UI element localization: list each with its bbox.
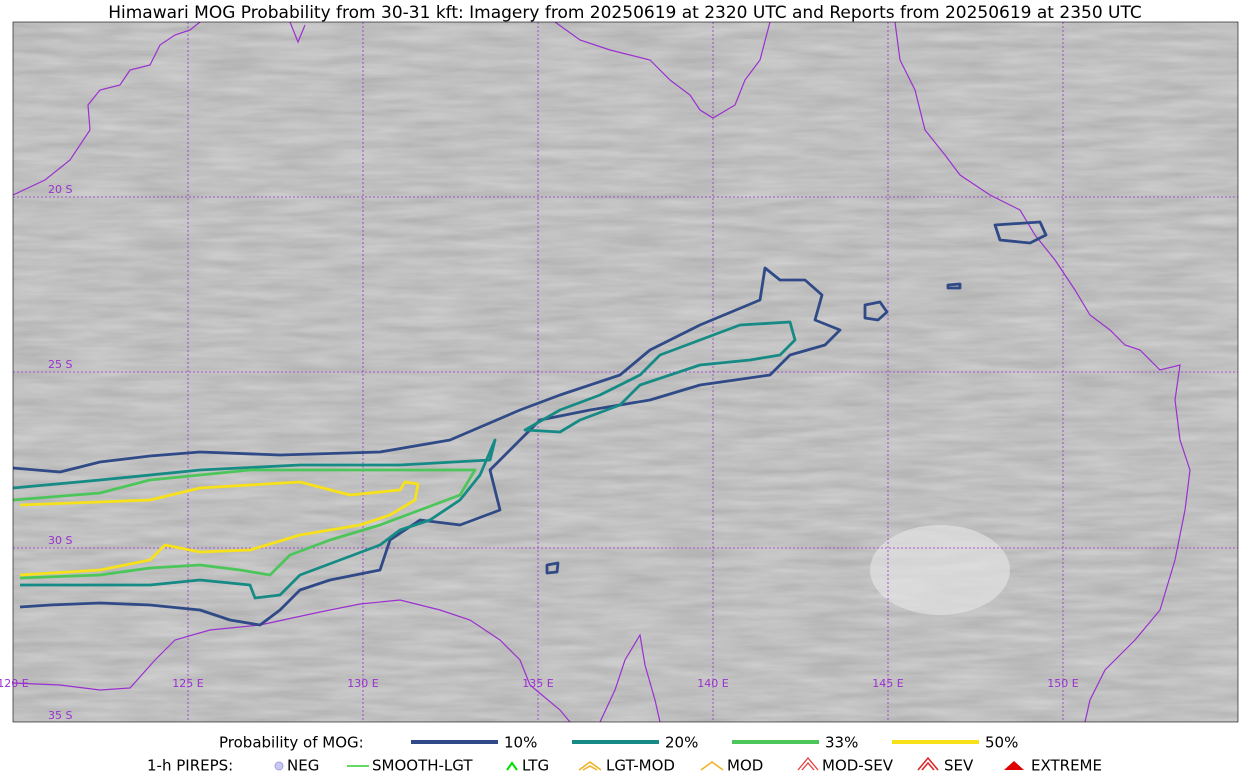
convection — [870, 525, 1010, 615]
icon-ltg — [506, 761, 518, 771]
map — [13, 22, 1238, 722]
icon-sev — [917, 756, 939, 771]
legend-title: Probability of MOG: — [219, 734, 364, 752]
contour-10 — [545, 220, 1048, 575]
icon-mod — [700, 761, 724, 771]
coastline — [13, 22, 1191, 722]
legend-label: 10% — [504, 734, 537, 752]
icon-mod-sev — [797, 756, 819, 771]
icon-lgt-mod — [578, 761, 602, 771]
lon-labels: 120 E 125 E 130 E 135 E 140 E 145 E 150 … — [0, 677, 1079, 690]
legend-pireps: 1-h PIREPS: NEG SMOOTH-LGT LTG LGT-MOD M… — [147, 757, 1102, 775]
contour-20 — [13, 438, 497, 600]
legend-label: 33% — [825, 734, 858, 752]
lon-label: 140 E — [697, 677, 728, 690]
contour-10 — [13, 266, 842, 627]
legend-label: NEG — [287, 757, 319, 775]
legend-label: SEV — [944, 757, 974, 775]
lat-labels: 20 S 25 S 30 S 35 S — [48, 183, 72, 722]
lat-label: 25 S — [48, 358, 72, 371]
contour-50 — [19, 480, 420, 577]
legend-label: 20% — [665, 734, 698, 752]
contour-20 — [523, 320, 797, 434]
lat-label: 30 S — [48, 534, 72, 547]
legend-label: EXTREME — [1031, 757, 1102, 775]
icon-extreme — [1004, 761, 1024, 770]
legend-probability: Probability of MOG: 10% 20% 33% 50% — [219, 734, 1018, 752]
legend-title: 1-h PIREPS: — [147, 757, 233, 775]
lon-label: 130 E — [347, 677, 378, 690]
lat-label: 35 S — [48, 709, 72, 722]
map-frame — [12, 21, 1239, 723]
lat-label: 20 S — [48, 183, 72, 196]
lon-label: 120 E — [0, 677, 29, 690]
lon-label: 150 E — [1047, 677, 1078, 690]
contour-33 — [13, 468, 477, 580]
legend-label: MOD-SEV — [822, 757, 894, 775]
contours — [13, 220, 1048, 627]
lon-label: 135 E — [522, 677, 553, 690]
legend-label: 50% — [985, 734, 1018, 752]
legend-label: SMOOTH-LGT — [372, 757, 473, 775]
lon-label: 125 E — [172, 677, 203, 690]
title: Himawari MOG Probability from 30-31 kft:… — [108, 3, 1142, 23]
lon-label: 145 E — [872, 677, 903, 690]
icon-neg — [274, 761, 284, 771]
legend-label: LTG — [522, 757, 549, 775]
legend-label: MOD — [727, 757, 763, 775]
graticule — [13, 22, 1238, 722]
legend-label: LGT-MOD — [606, 757, 675, 775]
